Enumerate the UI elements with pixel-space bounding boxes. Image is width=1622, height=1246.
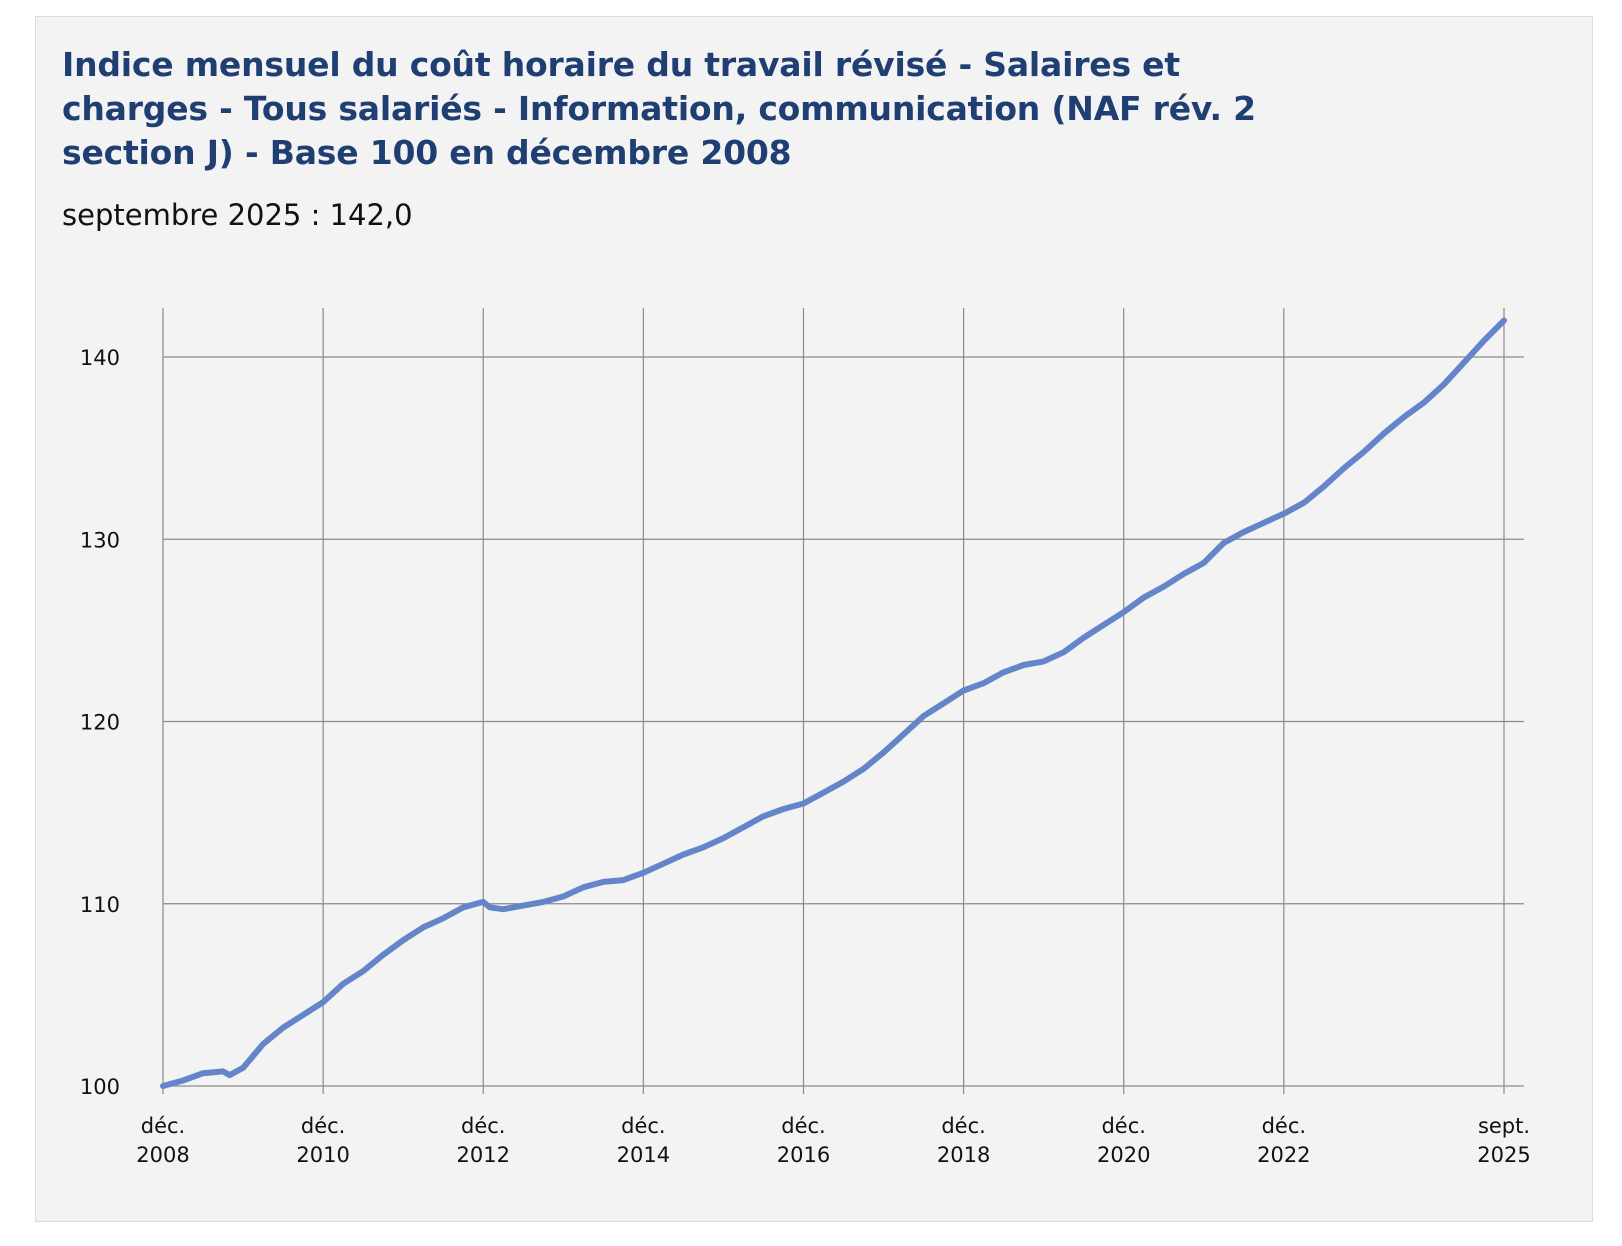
x-tick-label-year: 2016 [777,1143,830,1167]
x-tick-label-month: déc. [621,1114,665,1138]
x-tick-label-year: 2022 [1257,1143,1310,1167]
x-tick-label-month: sept. [1478,1114,1530,1138]
x-tick-label-month: déc. [301,1114,345,1138]
x-tick-label-year: 2020 [1097,1143,1150,1167]
x-tick-label-year: 2018 [937,1143,990,1167]
x-tick-label-month: déc. [941,1114,985,1138]
x-tick-label-month: déc. [461,1114,505,1138]
y-tick-label: 110 [80,893,120,917]
series-layer [160,317,1507,1089]
x-tick-label-year: 2010 [296,1143,349,1167]
x-tick-label-year: 2014 [617,1143,670,1167]
axis-labels: 100 110 120 130 140 déc. 2008 déc. 2010 déc. 2012 d… [80,346,1531,1167]
grid-lines [162,308,1524,1094]
y-tick-label: 140 [80,346,120,370]
series-line-0 [160,317,1507,1089]
x-tick-label-month: déc. [141,1114,185,1138]
x-tick-label-year: 2025 [1477,1143,1530,1167]
x-tick-label-month: déc. [1262,1114,1306,1138]
x-tick-label-month: déc. [1101,1114,1145,1138]
x-tick-label-month: déc. [781,1114,825,1138]
chart-subtitle: septembre 2025 : 142,0 [62,198,413,232]
x-tick-label-year: 2012 [457,1143,510,1167]
chart-title: Indice mensuel du coût horaire du travai… [62,45,1256,172]
y-tick-label: 130 [80,528,120,552]
y-tick-label: 120 [80,711,120,735]
y-tick-label: 100 [80,1075,120,1099]
x-tick-label-year: 2008 [136,1143,189,1167]
